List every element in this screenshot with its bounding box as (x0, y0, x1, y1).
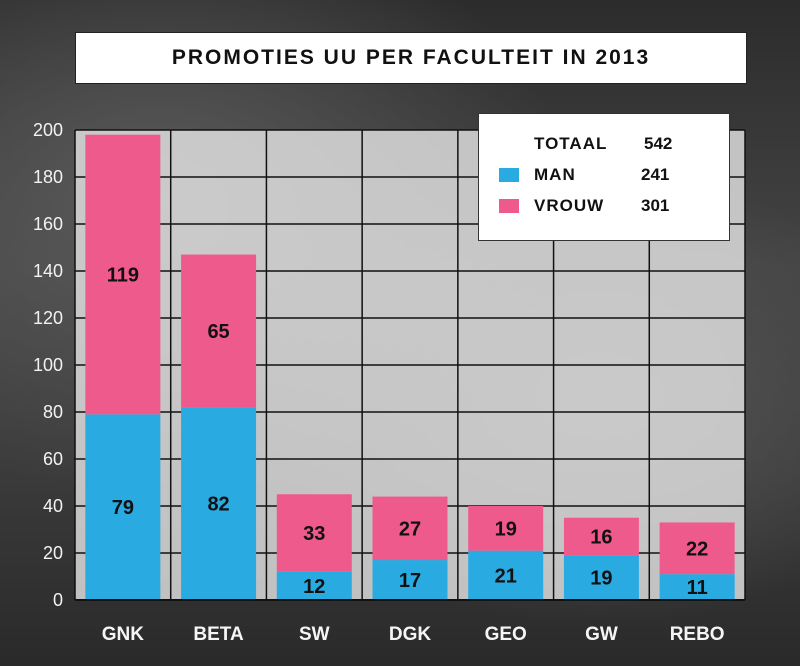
legend-label-man: MAN (534, 165, 576, 184)
bar-vrouw (659, 522, 735, 575)
y-tick-label: 40 (43, 496, 63, 516)
bar-man (276, 571, 352, 600)
legend-value-man: 241 (641, 165, 670, 184)
bar-vrouw (563, 517, 639, 556)
data-label: 11 (687, 577, 708, 599)
bar-man (372, 560, 448, 600)
legend: TOTAAL 542 MAN 241 VROUW 301 (478, 113, 730, 241)
bar-man (181, 407, 257, 600)
bar-vrouw (181, 254, 257, 408)
legend-total-value: 542 (644, 134, 673, 153)
x-tick-label: BETA (193, 624, 244, 645)
data-label: 65 (207, 321, 229, 343)
data-label: 27 (399, 518, 421, 540)
bar-man (85, 414, 161, 600)
y-tick-label: 80 (43, 402, 63, 422)
x-tick-label: GEO (485, 624, 527, 645)
y-tick-label: 100 (33, 355, 63, 375)
legend-swatch-man (499, 168, 519, 182)
data-label: 22 (686, 538, 708, 560)
chart-title-box: PROMOTIES UU PER FACULTEIT IN 2013 (75, 32, 747, 84)
legend-swatch-vrouw (499, 199, 519, 213)
data-label: 19 (495, 518, 517, 540)
x-tick-label: GNK (102, 624, 145, 645)
bar-vrouw (468, 506, 544, 551)
bar-vrouw (85, 134, 161, 415)
y-tick-label: 160 (33, 214, 63, 234)
data-label: 21 (495, 565, 517, 587)
data-label: 82 (207, 494, 229, 516)
bar-man (563, 555, 639, 600)
x-tick-label: SW (299, 624, 330, 645)
y-tick-label: 180 (33, 167, 63, 187)
data-label: 79 (112, 497, 134, 519)
data-label: 16 (590, 527, 612, 549)
bar-vrouw (276, 494, 352, 572)
legend-total-label: TOTAAL (534, 134, 608, 153)
legend-value-vrouw: 301 (641, 196, 670, 215)
bar-vrouw (372, 496, 448, 561)
legend-label-vrouw: VROUW (534, 196, 605, 215)
data-label: 19 (590, 568, 612, 590)
y-tick-label: 120 (33, 308, 63, 328)
y-tick-label: 0 (53, 590, 63, 610)
data-label: 119 (107, 265, 139, 287)
data-label: 33 (303, 523, 325, 545)
bar-man (468, 550, 544, 600)
chart-title: PROMOTIES UU PER FACULTEIT IN 2013 (171, 46, 651, 69)
x-tick-label: REBO (670, 624, 725, 645)
y-tick-label: 60 (43, 449, 63, 469)
x-tick-label: GW (585, 624, 618, 645)
x-tick-label: DGK (389, 624, 432, 645)
y-tick-label: 200 (33, 120, 63, 140)
data-label: 17 (399, 570, 421, 592)
y-tick-label: 140 (33, 261, 63, 281)
bar-man (659, 574, 735, 600)
y-tick-label: 20 (43, 543, 63, 563)
data-label: 12 (303, 576, 325, 598)
